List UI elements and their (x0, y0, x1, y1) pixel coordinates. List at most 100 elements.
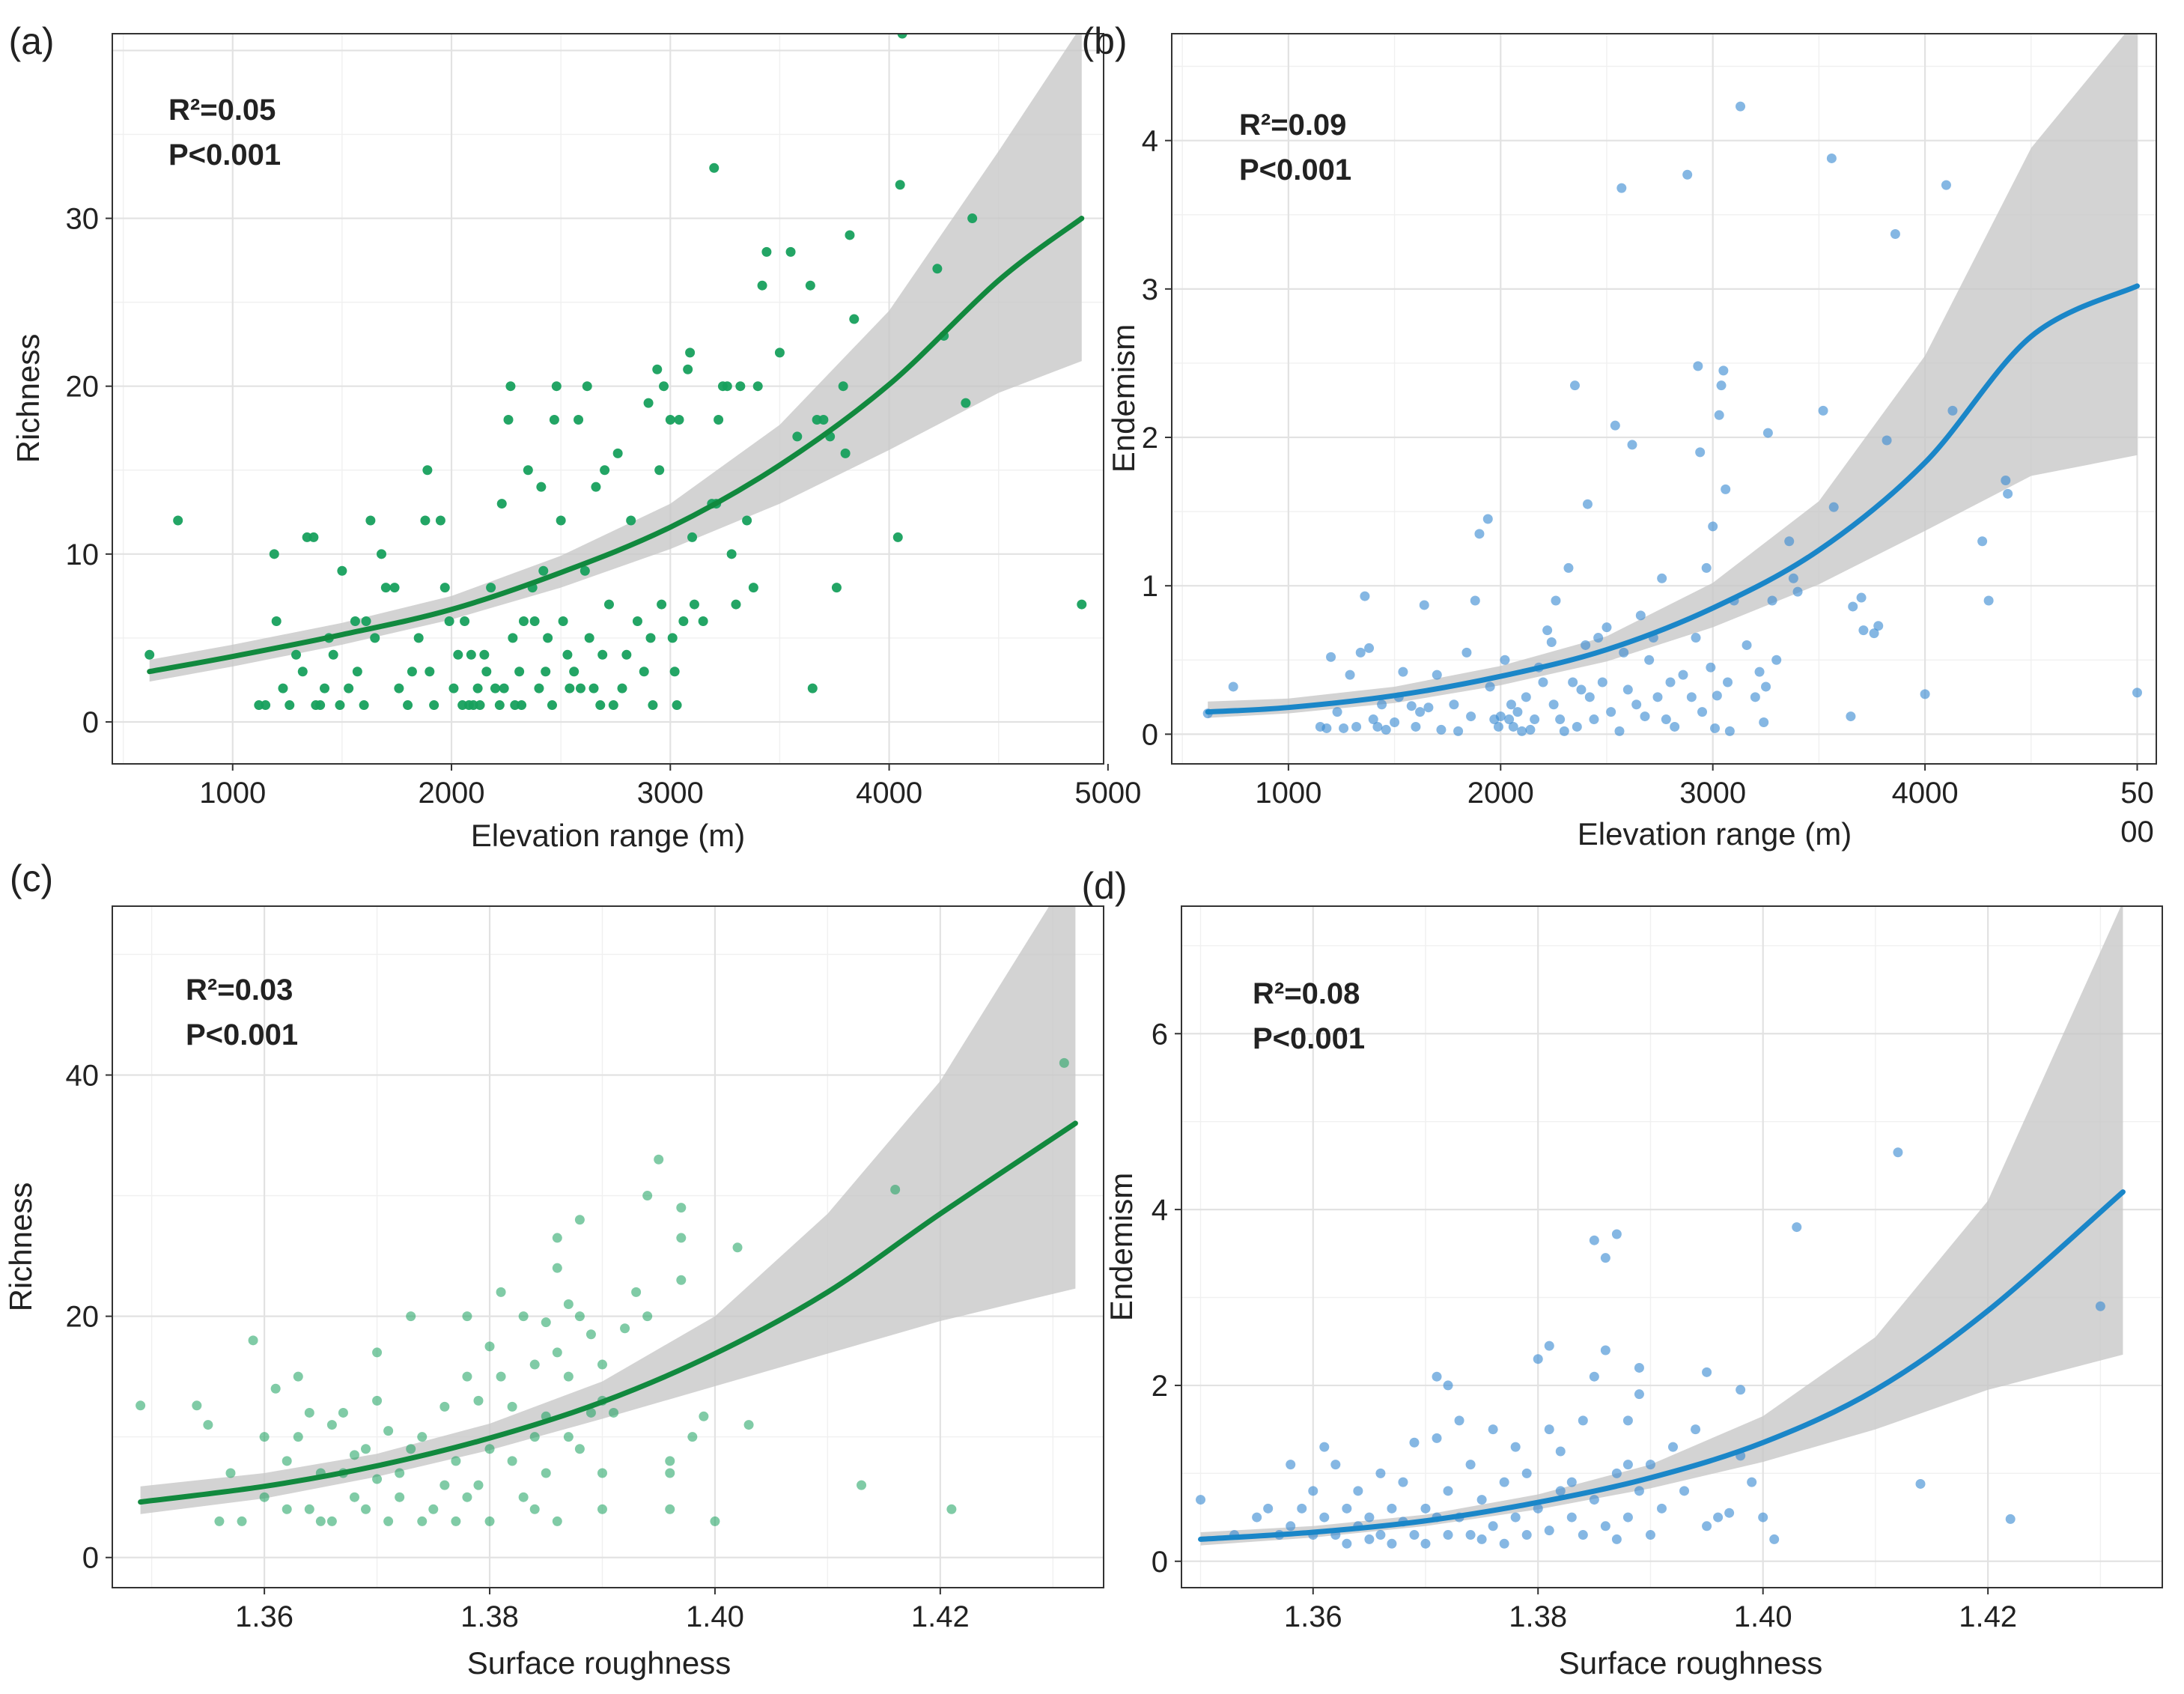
data-point (1569, 380, 1580, 391)
data-point (439, 1401, 450, 1412)
data-point (838, 381, 848, 392)
data-point (840, 448, 851, 458)
data-point (588, 683, 599, 693)
data-point (417, 1516, 428, 1526)
plot-frame (1181, 905, 2163, 1588)
data-point (136, 1400, 146, 1411)
panel-label: (d) (1081, 865, 1127, 907)
scatter-points (136, 1057, 1069, 1526)
data-point (481, 667, 492, 677)
data-point (575, 683, 585, 693)
data-point (1409, 1437, 1420, 1448)
data-point (1640, 711, 1650, 722)
data-point (676, 1233, 687, 1243)
data-point (722, 381, 732, 392)
data-point (460, 616, 470, 626)
data-point (285, 700, 295, 711)
data-point (1420, 1503, 1431, 1514)
scatter-points (1202, 101, 2142, 736)
data-point (1691, 633, 1701, 643)
fitted-curve (1205, 283, 2140, 715)
data-point (603, 599, 614, 610)
data-point (1319, 1512, 1330, 1523)
data-point (1706, 662, 1716, 673)
data-point (574, 1215, 585, 1225)
data-point (1754, 667, 1765, 677)
data-point (372, 1347, 383, 1358)
data-point (365, 515, 376, 526)
data-point (473, 1395, 484, 1406)
scatter-points (1196, 1147, 2105, 1549)
data-point (1533, 1503, 1543, 1514)
data-point (1682, 169, 1693, 180)
data-point (1635, 610, 1646, 621)
data-point (503, 415, 514, 425)
data-point (1828, 502, 1839, 512)
data-point (639, 667, 649, 677)
data-point (1665, 677, 1676, 687)
data-point (473, 1480, 484, 1490)
data-point (395, 1492, 405, 1502)
x-tick-label: 1.42 (911, 1600, 970, 1633)
data-point (761, 246, 772, 257)
data-point (462, 1492, 472, 1502)
data-point (1263, 1503, 1274, 1514)
data-point (805, 280, 815, 291)
data-point (1581, 640, 1591, 650)
p-value-label: P<0.001 (1239, 154, 1351, 186)
data-point (895, 180, 905, 190)
r-squared-label: R²=0.05 (168, 94, 276, 127)
data-point (748, 583, 758, 593)
data-point (1551, 595, 1561, 606)
y-tick-label: 2 (1152, 1370, 1168, 1403)
data-point (1747, 1477, 1757, 1487)
confidence-band (1208, 34, 2138, 718)
p-value-label: P<0.001 (186, 1018, 298, 1051)
data-point (591, 482, 601, 492)
data-point (676, 1275, 687, 1285)
data-point (518, 616, 529, 626)
data-point (203, 1420, 213, 1430)
data-point (475, 700, 485, 711)
data-point (320, 683, 330, 693)
data-point (514, 667, 525, 677)
data-point (1742, 640, 1752, 650)
data-point (1792, 1222, 1802, 1233)
data-point (563, 1432, 574, 1442)
data-point (507, 1401, 517, 1412)
data-point (529, 1359, 540, 1370)
data-point (961, 398, 971, 408)
data-point (248, 1335, 258, 1346)
data-point (1578, 1530, 1588, 1540)
data-point (552, 1347, 562, 1358)
data-point (1411, 721, 1421, 732)
data-point (1627, 440, 1637, 450)
data-point (1610, 420, 1620, 431)
data-point (1476, 1495, 1487, 1505)
data-point (731, 599, 741, 610)
data-point (1542, 625, 1553, 636)
data-point (543, 633, 553, 643)
data-point (517, 700, 527, 711)
data-point (1466, 711, 1476, 722)
data-point (1443, 1486, 1453, 1496)
data-point (1920, 689, 1930, 699)
data-point (547, 700, 557, 711)
data-point (1589, 714, 1599, 725)
data-point (687, 1432, 698, 1442)
data-point (1708, 521, 1718, 532)
data-point (1398, 667, 1408, 677)
data-point (1668, 1442, 1679, 1452)
data-point (1759, 717, 1769, 728)
data-point (1485, 681, 1495, 692)
data-point (1678, 670, 1688, 680)
data-point (818, 415, 829, 425)
x-tick-label: 2000 (1467, 777, 1534, 810)
panel-d: 1.36 1.38 1.40 1.42 0 2 4 6 Surface roughness End… (1081, 865, 2163, 1681)
data-point (831, 583, 842, 593)
data-point (585, 1407, 596, 1418)
data-point (536, 482, 547, 492)
data-point (1584, 692, 1595, 702)
data-point (484, 1516, 495, 1526)
